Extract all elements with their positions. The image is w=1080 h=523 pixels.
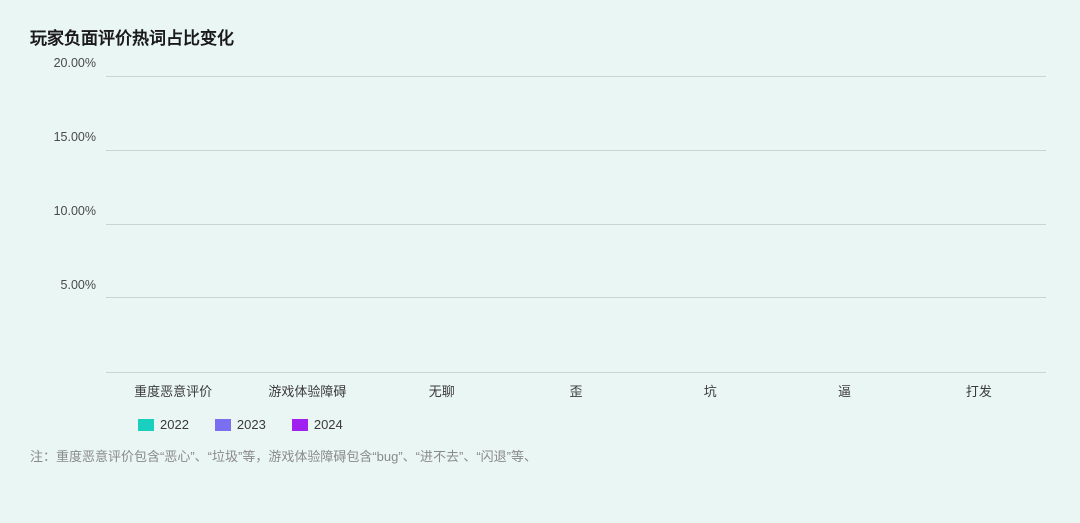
x-axis-labels: 重度恶意评价游戏体验障碍无聊歪坑逼打发 xyxy=(106,373,1046,407)
x-tick-label: 歪 xyxy=(509,381,643,400)
legend-label: 2023 xyxy=(237,417,266,432)
legend-label: 2024 xyxy=(314,417,343,432)
legend-item: 2022 xyxy=(138,417,189,432)
plot-area xyxy=(106,77,1046,373)
legend-item: 2023 xyxy=(215,417,266,432)
x-tick-label: 重度恶意评价 xyxy=(106,381,240,400)
legend-swatch xyxy=(292,419,308,431)
y-tick-label: 5.00% xyxy=(61,278,96,292)
x-tick-label: 无聊 xyxy=(375,381,509,400)
legend-label: 2022 xyxy=(160,417,189,432)
x-tick-label: 逼 xyxy=(777,381,911,400)
y-tick-label: 15.00% xyxy=(54,130,96,144)
bar-groups xyxy=(106,77,1046,372)
legend: 2022 2023 2024 xyxy=(138,417,1050,432)
x-tick-label: 打发 xyxy=(912,381,1046,400)
y-tick-label: 20.00% xyxy=(54,56,96,70)
y-tick-label: 10.00% xyxy=(54,204,96,218)
legend-swatch xyxy=(215,419,231,431)
x-tick-label: 游戏体验障碍 xyxy=(240,381,374,400)
chart-title: 玩家负面评价热词占比变化 xyxy=(30,24,1050,49)
chart-area: 5.00%10.00%15.00%20.00% 重度恶意评价游戏体验障碍无聊歪坑… xyxy=(42,77,1046,407)
legend-swatch xyxy=(138,419,154,431)
y-axis: 5.00%10.00%15.00%20.00% xyxy=(42,77,102,373)
legend-item: 2024 xyxy=(292,417,343,432)
footnote: 注：重度恶意评价包含“恶心”、“垃圾”等，游戏体验障碍包含“bug”、“进不去”… xyxy=(30,446,1050,465)
x-tick-label: 坑 xyxy=(643,381,777,400)
